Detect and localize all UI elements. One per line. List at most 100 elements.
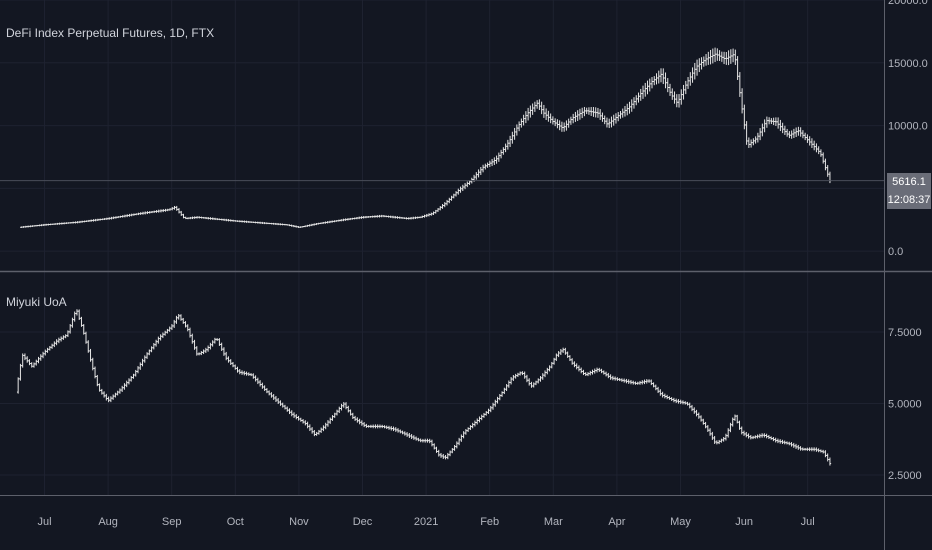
indicator-bar xyxy=(184,321,187,328)
price-bar xyxy=(551,116,555,125)
price-bar xyxy=(414,216,417,219)
price-bar xyxy=(540,101,543,115)
price-bar xyxy=(779,119,782,132)
price-bar xyxy=(290,224,293,227)
price-bar xyxy=(716,48,719,61)
indicator-bar xyxy=(487,408,490,414)
x-tick-label: 2021 xyxy=(414,516,438,528)
indicator-bar xyxy=(496,396,499,404)
indicator-bar xyxy=(82,324,85,335)
price-bar xyxy=(657,70,660,84)
indicator-bar xyxy=(23,353,27,361)
price-bar xyxy=(245,220,248,223)
price-bar xyxy=(815,143,818,153)
indicator-bar xyxy=(747,433,750,439)
indicator-bar xyxy=(102,391,106,398)
indicator-bar xyxy=(717,439,721,445)
price-bar xyxy=(274,222,278,225)
countdown-label: 12:08:37 xyxy=(887,191,931,209)
indicator-bar xyxy=(713,436,716,444)
indicator-bar xyxy=(731,417,734,427)
price-bar xyxy=(421,215,424,219)
indicator-bar xyxy=(557,351,560,358)
price-bar xyxy=(166,208,169,212)
indicator-bar xyxy=(494,399,497,407)
indicator-bar xyxy=(726,428,730,438)
indicator-bar xyxy=(530,381,533,388)
price-bar xyxy=(328,220,332,224)
indicator-bar xyxy=(561,347,565,353)
indicator-bar xyxy=(195,346,198,356)
price-bar xyxy=(76,221,79,224)
price-bar xyxy=(650,77,654,89)
indicator-bar xyxy=(516,372,520,377)
indicator-bar xyxy=(711,431,714,440)
price-bar xyxy=(689,72,692,86)
indicator-bar xyxy=(16,377,20,394)
indicator-bar xyxy=(381,424,384,429)
price-bar xyxy=(348,217,352,221)
indicator-bar xyxy=(611,375,615,381)
price-bar xyxy=(707,51,710,65)
indicator-bar xyxy=(322,425,325,432)
indicator-bar xyxy=(46,347,49,353)
price-bar xyxy=(790,130,793,139)
price-bar xyxy=(608,118,611,129)
price-bar xyxy=(493,157,496,165)
indicator-bar xyxy=(177,313,180,320)
indicator-bar xyxy=(220,342,223,351)
indicator-bar xyxy=(482,412,486,418)
x-tick-label: May xyxy=(670,516,691,528)
indicator-bar xyxy=(240,370,244,375)
price-bar xyxy=(596,107,600,118)
price-bar xyxy=(713,47,717,62)
price-bar xyxy=(700,57,703,70)
price-bar xyxy=(164,208,167,212)
price-bar xyxy=(56,222,59,225)
price-bar xyxy=(409,216,413,220)
indicator-bar xyxy=(430,439,434,447)
indicator-bar xyxy=(650,379,653,386)
price-bar xyxy=(443,202,446,208)
indicator-bar xyxy=(661,391,664,398)
price-bar xyxy=(373,215,377,218)
indicator-bar xyxy=(290,410,293,417)
indicator-bar xyxy=(306,421,309,429)
indicator-bar xyxy=(30,362,33,368)
indicator-bar xyxy=(385,425,388,430)
price-bar xyxy=(330,220,334,223)
indicator-bar xyxy=(598,367,601,372)
indicator-bar xyxy=(136,366,140,374)
indicator-bar xyxy=(613,376,617,381)
indicator-bar xyxy=(774,437,777,443)
price-bar xyxy=(326,221,329,224)
x-tick-label: Feb xyxy=(480,516,499,528)
indicator-bar xyxy=(485,411,488,416)
indicator-bar xyxy=(453,445,456,451)
price-bar xyxy=(385,215,388,218)
price-bar xyxy=(83,220,86,223)
price-bar xyxy=(673,91,676,104)
indicator-bar xyxy=(423,438,427,443)
price-bar xyxy=(132,213,136,216)
price-bar xyxy=(441,204,444,209)
price-bar xyxy=(225,218,228,222)
price-bar xyxy=(319,222,323,225)
price-bar xyxy=(511,131,514,144)
price-bar xyxy=(209,217,212,220)
indicator-bar xyxy=(548,365,551,372)
indicator-bar xyxy=(745,431,748,438)
price-bar xyxy=(826,165,829,177)
indicator-bar xyxy=(543,370,547,378)
price-bar xyxy=(247,220,251,223)
indicator-bar xyxy=(161,332,165,339)
indicator-bar xyxy=(457,437,461,446)
indicator-bar xyxy=(503,387,506,395)
indicator-bar xyxy=(546,367,549,375)
price-bar xyxy=(772,117,775,126)
indicator-bar xyxy=(826,453,829,462)
indicator-bar xyxy=(21,353,24,368)
indicator-bar xyxy=(182,317,185,324)
price-bar xyxy=(754,136,757,144)
